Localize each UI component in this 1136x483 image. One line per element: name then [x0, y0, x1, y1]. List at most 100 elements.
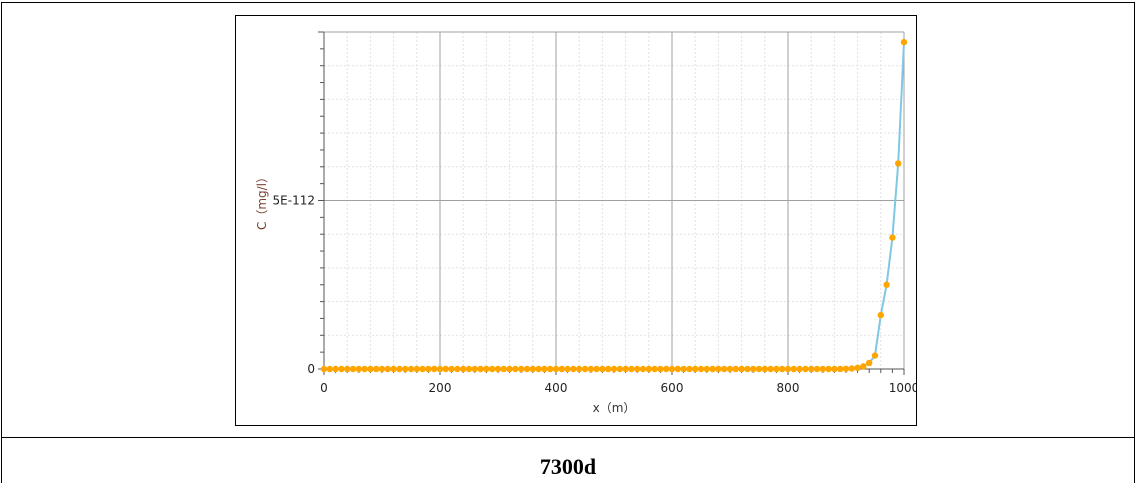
data-point [518, 365, 525, 373]
data-point [854, 364, 861, 372]
data-point [460, 365, 467, 373]
x-tick-label: 400 [545, 381, 568, 395]
figure-caption: 7300d [539, 454, 597, 479]
data-point [634, 365, 641, 373]
data-point [738, 365, 745, 373]
data-point [541, 365, 548, 373]
data-point [697, 365, 705, 373]
data-point [866, 359, 873, 367]
data-point [448, 365, 455, 373]
data-point [622, 365, 629, 373]
x-tick-label: 800 [777, 381, 800, 395]
data-point [825, 365, 832, 373]
data-point [558, 365, 565, 373]
data-point [889, 234, 896, 241]
data-point [692, 365, 699, 373]
data-point [471, 365, 478, 373]
data-point [837, 365, 844, 373]
data-point [500, 365, 507, 373]
data-point [883, 281, 890, 288]
data-point [454, 365, 461, 373]
data-point [494, 365, 502, 373]
data-point [576, 365, 583, 373]
data-point [657, 365, 664, 373]
data-point [587, 365, 594, 373]
x-tick-label: 600 [661, 381, 684, 395]
data-point [483, 365, 490, 373]
data-point [384, 365, 391, 373]
table-border-top [1, 2, 1135, 3]
data-point [703, 365, 710, 373]
data-point [721, 365, 728, 373]
data-point [599, 365, 606, 373]
data-point [871, 352, 879, 359]
data-point [732, 365, 739, 373]
data-point [726, 365, 734, 373]
data-point [605, 365, 612, 373]
data-point [477, 365, 484, 373]
data-point [790, 365, 797, 373]
data-point [535, 365, 542, 373]
data-point [779, 365, 786, 373]
data-point [419, 365, 426, 373]
data-point [355, 365, 362, 373]
data-point [373, 365, 380, 373]
data-point [686, 365, 693, 373]
data-point [407, 365, 415, 373]
data-point [674, 365, 681, 373]
data-point [755, 365, 763, 373]
data-point [338, 365, 345, 373]
data-point [895, 160, 902, 167]
x-axis-title: x（m） [593, 401, 636, 415]
data-point [819, 365, 826, 373]
data-point [344, 365, 351, 373]
chart-frame: 0 200 400 600 800 1000 0 5E-112 x（m） C（mg/l） [235, 15, 917, 426]
data-point [564, 365, 571, 373]
data-point [489, 365, 496, 373]
data-point [367, 365, 374, 373]
data-point [860, 363, 867, 370]
data-point [402, 365, 409, 373]
data-point [523, 365, 531, 373]
data-point [332, 365, 339, 373]
data-point [877, 311, 884, 319]
data-point [773, 365, 780, 373]
data-point [813, 365, 821, 373]
data-point [663, 365, 670, 373]
data-point [390, 365, 397, 373]
data-point [506, 365, 513, 373]
data-point [512, 365, 519, 373]
data-point [842, 365, 850, 372]
data-point [610, 365, 618, 373]
data-point [744, 365, 751, 373]
data-point [767, 365, 774, 373]
data-point [831, 365, 838, 373]
concentration-chart: 0 200 400 600 800 1000 0 5E-112 x（m） C（mg/l） [255, 31, 916, 415]
table-border-right [1134, 2, 1135, 483]
data-point [668, 365, 676, 373]
y-axis-title: C（mg/l） [255, 171, 269, 230]
data-point [709, 365, 716, 373]
data-point [349, 365, 357, 373]
data-point [628, 365, 635, 373]
data-point [570, 365, 577, 373]
data-point [547, 365, 554, 373]
data-point [784, 365, 792, 373]
data-point [581, 365, 589, 373]
data-point [465, 365, 473, 373]
table-divider [1, 437, 1135, 438]
data-point [900, 38, 908, 46]
data-point [396, 365, 403, 373]
data-point [750, 365, 757, 373]
data-point [616, 365, 623, 373]
y-tick-label: 5E-112 [273, 194, 315, 208]
data-point [378, 365, 386, 373]
data-point [808, 365, 815, 373]
data-point [326, 365, 333, 373]
data-point [320, 365, 328, 373]
data-point [361, 365, 368, 373]
table-border-left [1, 2, 2, 483]
x-tick-label: 1000 [889, 381, 916, 395]
data-point [715, 365, 722, 373]
